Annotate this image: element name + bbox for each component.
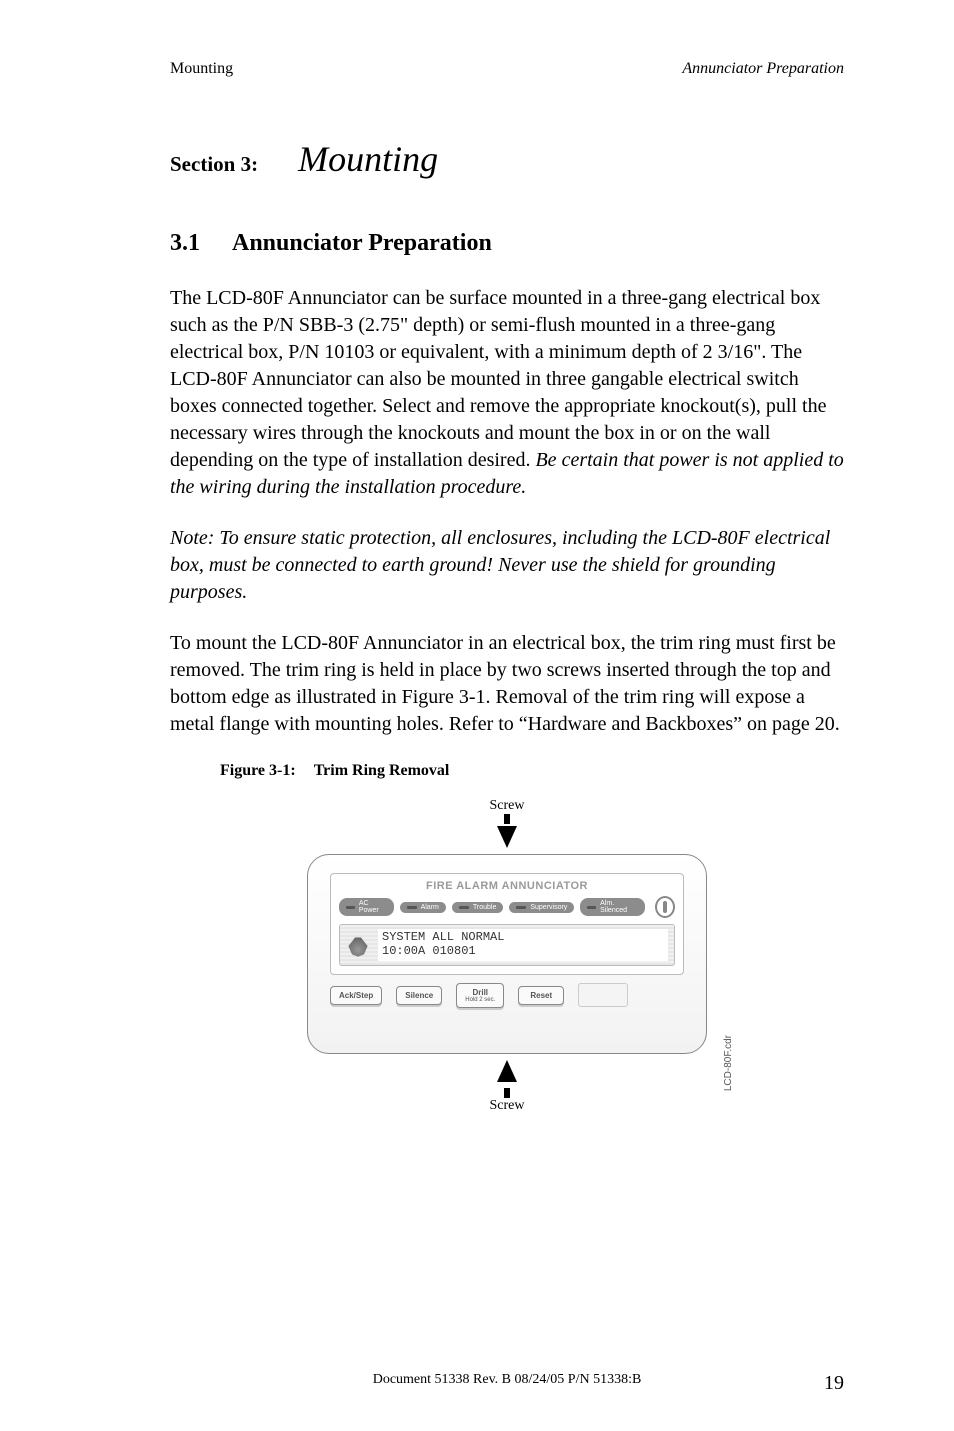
subsection-number: 3.1 xyxy=(170,230,200,257)
section-label: Section 3: xyxy=(170,152,258,177)
figure-3-1: Screw FIRE ALARM ANNUNCIATOR AC Power Al… xyxy=(257,798,757,1114)
arrow-up-icon xyxy=(497,1060,517,1082)
section-heading: Section 3: Mounting xyxy=(170,138,844,180)
running-head-left: Mounting xyxy=(170,60,233,78)
subsection-heading: 3.1 Annunciator Preparation xyxy=(170,230,844,257)
footer-page-number: 19 xyxy=(804,1372,844,1395)
lcd-line-1: SYSTEM ALL NORMAL xyxy=(382,930,504,944)
led-ac-power: AC Power xyxy=(339,898,394,916)
led-supervisory: Supervisory xyxy=(509,902,574,913)
footer-document-info: Document 51338 Rev. B 08/24/05 P/N 51338… xyxy=(210,1372,804,1395)
led-alarm: Alarm xyxy=(400,902,446,913)
flame-icon xyxy=(346,933,370,957)
subsection-title: Annunciator Preparation xyxy=(232,230,492,257)
silence-button: Silence xyxy=(396,986,442,1005)
led-trouble: Trouble xyxy=(452,902,503,913)
running-head-right: Annunciator Preparation xyxy=(682,60,844,78)
paragraph-1-text: The LCD-80F Annunciator can be surface m… xyxy=(170,287,826,471)
lcd-line-2: 10:00A 010801 xyxy=(382,944,476,958)
led-row: AC Power Alarm Trouble Supervisory Alm. … xyxy=(339,896,675,918)
device-title: FIRE ALARM ANNUNCIATOR xyxy=(339,880,675,892)
paragraph-2-note: Note: To ensure static protection, all e… xyxy=(170,525,844,606)
screw-label-top: Screw xyxy=(257,798,757,814)
lcd-display: SYSTEM ALL NORMAL 10:00A 010801 xyxy=(339,924,675,966)
arrow-stem-bottom xyxy=(504,1088,510,1098)
device-inner-panel: FIRE ALARM ANNUNCIATOR AC Power Alarm Tr… xyxy=(330,873,684,975)
drill-button-label: Drill xyxy=(472,988,488,997)
figure-side-label: LCD-80F.cdr xyxy=(723,1035,734,1091)
figure-label: Figure 3-1: xyxy=(220,762,296,779)
arrow-down-icon xyxy=(497,826,517,848)
annunciator-device: FIRE ALARM ANNUNCIATOR AC Power Alarm Tr… xyxy=(307,854,707,1054)
paragraph-3: To mount the LCD-80F Annunciator in an e… xyxy=(170,630,844,738)
drill-button: DrillHold 2 sec. xyxy=(456,983,504,1008)
section-title: Mounting xyxy=(298,138,438,180)
button-row: Ack/Step Silence DrillHold 2 sec. Reset xyxy=(330,983,684,1008)
reset-button: Reset xyxy=(518,986,564,1005)
arrow-stem-top xyxy=(504,814,510,824)
lcd-text: SYSTEM ALL NORMAL 10:00A 010801 xyxy=(378,929,668,961)
figure-caption-text: Trim Ring Removal xyxy=(314,762,450,779)
key-switch-icon xyxy=(655,896,675,918)
ack-step-button: Ack/Step xyxy=(330,986,382,1005)
figure-caption: Figure 3-1: Trim Ring Removal xyxy=(220,762,844,780)
led-alm-silenced: Alm. Silenced xyxy=(580,898,645,916)
blank-slot xyxy=(578,983,628,1007)
paragraph-1: The LCD-80F Annunciator can be surface m… xyxy=(170,285,844,501)
screw-label-bottom: Screw xyxy=(257,1098,757,1114)
running-head: Mounting Annunciator Preparation xyxy=(170,60,844,78)
page-footer: Document 51338 Rev. B 08/24/05 P/N 51338… xyxy=(0,1372,954,1395)
drill-button-sublabel: Hold 2 sec. xyxy=(465,997,495,1004)
